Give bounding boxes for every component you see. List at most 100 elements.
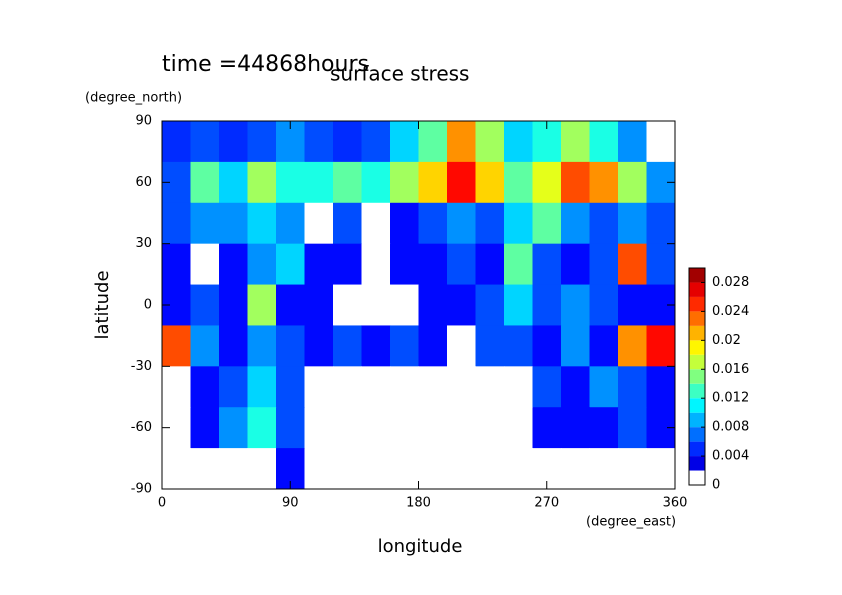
heatmap-cell	[561, 366, 590, 408]
heatmap-cell	[418, 448, 448, 490]
heatmap-cell	[247, 243, 277, 286]
heatmap-cell	[190, 325, 220, 367]
colorbar-step	[689, 268, 705, 283]
heatmap-cell	[561, 202, 590, 245]
heatmap-cell	[618, 407, 647, 449]
heatmap-cell	[475, 121, 505, 163]
heatmap-cell	[561, 325, 590, 367]
chart-title: surface stress	[330, 62, 469, 86]
heatmap-cell	[447, 121, 476, 163]
heatmap-cell	[504, 407, 533, 449]
heatmap-cell	[190, 407, 220, 449]
y-unit: (degree_north)	[85, 91, 182, 106]
heatmap-cell	[276, 284, 305, 326]
colorbar-tick-label: 0	[712, 478, 720, 493]
heatmap-cell	[333, 202, 362, 245]
colorbar-step	[689, 383, 705, 399]
x-unit: (degree_east)	[586, 515, 676, 530]
heatmap-cell	[219, 121, 248, 163]
heatmap-cell	[589, 121, 619, 163]
heatmap-cell	[561, 121, 590, 163]
x-tick-label: 90	[282, 496, 299, 511]
heatmap-cell	[475, 366, 505, 408]
heatmap-cell	[646, 243, 676, 286]
heatmap-cell	[589, 325, 619, 367]
heatmap-cell	[162, 325, 191, 367]
heatmap-cell	[333, 407, 362, 449]
heatmap-cell	[276, 161, 305, 204]
heatmap-cell	[532, 202, 562, 245]
heatmap-cell	[190, 366, 220, 408]
heatmap-cell	[247, 121, 277, 163]
heatmap-cell	[532, 161, 562, 204]
heatmap-cell	[618, 284, 647, 326]
heatmap-cell	[618, 325, 647, 367]
heatmap-cell	[162, 202, 191, 245]
heatmap-cell	[276, 407, 305, 449]
heatmap-cell	[304, 407, 334, 449]
heatmap-cell	[589, 243, 619, 286]
heatmap-cell	[447, 161, 476, 204]
heatmap-cell	[418, 121, 448, 163]
colorbar-tick-label: 0.004	[712, 449, 749, 464]
heatmap-cell	[219, 243, 248, 286]
x-axis-label: longitude	[378, 536, 463, 557]
heatmap-cell	[589, 202, 619, 245]
heatmap-cell	[504, 284, 533, 326]
heatmap-cell	[561, 448, 590, 490]
heatmap-cell	[390, 325, 419, 367]
heatmap-cell	[532, 284, 562, 326]
heatmap-cell	[475, 448, 505, 490]
heatmap-cell	[219, 161, 248, 204]
heatmap-cell	[247, 325, 277, 367]
heatmap-cell	[333, 366, 362, 408]
colorbar-step	[689, 325, 705, 341]
heatmap-cell	[361, 448, 391, 490]
x-tick-label: 180	[406, 496, 431, 511]
heatmap-cell	[247, 202, 277, 245]
colorbar-step	[689, 441, 705, 457]
heatmap-cell	[333, 161, 362, 204]
heatmap-cell	[475, 243, 505, 286]
heatmap-cell	[532, 243, 562, 286]
heatmap-cell	[390, 284, 419, 326]
heatmap-cell	[418, 407, 448, 449]
heatmap-cells	[162, 121, 676, 490]
heatmap-cell	[447, 407, 476, 449]
heatmap-cell	[390, 448, 419, 490]
heatmap-cell	[162, 243, 191, 286]
heatmap-cell	[190, 448, 220, 490]
heatmap-cell	[589, 366, 619, 408]
y-tick-label: 60	[135, 175, 152, 190]
heatmap-cell	[504, 121, 533, 163]
heatmap-cell	[276, 202, 305, 245]
heatmap-cell	[504, 202, 533, 245]
heatmap-cell	[504, 325, 533, 367]
colorbar-step	[689, 311, 705, 326]
heatmap-cell	[219, 202, 248, 245]
heatmap-cell	[504, 161, 533, 204]
colorbar-step	[689, 412, 705, 428]
heatmap-cell	[589, 407, 619, 449]
heatmap-cell	[589, 284, 619, 326]
heatmap-cell	[561, 243, 590, 286]
x-tick-label: 360	[663, 496, 688, 511]
heatmap-cell	[447, 243, 476, 286]
heatmap-cell	[418, 284, 448, 326]
heatmap-cell	[504, 448, 533, 490]
heatmap-cell	[447, 366, 476, 408]
heatmap-cell	[333, 448, 362, 490]
heatmap-cell	[475, 284, 505, 326]
heatmap-cell	[390, 202, 419, 245]
x-tick-label: 0	[158, 496, 166, 511]
heatmap-cell	[219, 366, 248, 408]
heatmap-cell	[532, 366, 562, 408]
heatmap-cell	[390, 161, 419, 204]
colorbar-step	[689, 340, 705, 355]
heatmap-cell	[447, 202, 476, 245]
heatmap-cell	[361, 243, 391, 286]
heatmap-cell	[390, 366, 419, 408]
heatmap-cell	[190, 202, 220, 245]
heatmap-cell	[190, 243, 220, 286]
heatmap-cell	[361, 407, 391, 449]
